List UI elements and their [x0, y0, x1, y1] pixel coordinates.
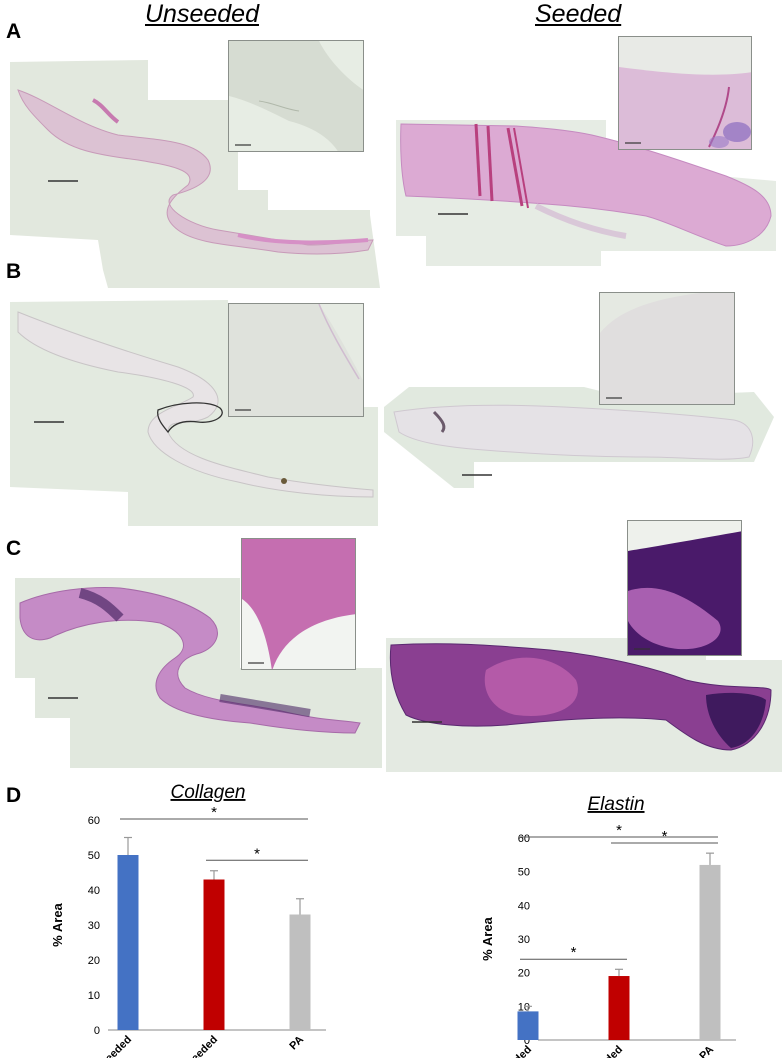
inset-b-unseeded: [228, 303, 364, 417]
micrograph-b-unseeded: [8, 292, 378, 528]
collagen-sig-star-1: *: [254, 845, 260, 862]
elastin-chart: Elastin % Area 0 10 20 30 40 50 60 unseeded seeded…: [480, 794, 736, 1058]
elastin-ytick-60: 60: [518, 833, 530, 845]
elastin-sig-star-0: *: [616, 822, 622, 839]
elastin-title: Elastin: [587, 794, 644, 815]
elastin-xtick-PA: PA: [697, 1044, 716, 1058]
collagen-ytick-0: 0: [94, 1025, 100, 1037]
elastin-ytick-50: 50: [518, 867, 530, 879]
collagen-ytick-60: 60: [88, 815, 100, 827]
collagen-bar-PA: [289, 914, 311, 1030]
collagen-xtick-seeded: seeded: [185, 1034, 220, 1058]
inset-a-unseeded: [228, 40, 364, 152]
header-unseeded: Unseeded: [145, 0, 259, 28]
panel-label-b: B: [6, 260, 22, 283]
collagen-chart: Collagen % Area 0 10 20 30 40 50 60 unseeded seede…: [50, 782, 326, 1058]
panel-label-d: D: [6, 784, 22, 807]
elastin-sig-star-2: *: [571, 944, 577, 961]
micrograph-c-unseeded: [10, 538, 382, 768]
collagen-ytick-30: 30: [88, 920, 100, 932]
micrograph-c-seeded: [386, 520, 782, 772]
elastin-bar-seeded: [608, 976, 630, 1040]
elastin-xtick-seeded: seeded: [590, 1044, 625, 1058]
elastin-ytick-20: 20: [518, 968, 530, 980]
elastin-ylabel: % Area: [480, 916, 495, 960]
elastin-sig-star-1: *: [662, 828, 668, 845]
collagen-ytick-50: 50: [88, 850, 100, 862]
collagen-title: Collagen: [171, 782, 246, 803]
panel-label-c: C: [6, 537, 22, 560]
collagen-xtick-PA: PA: [287, 1034, 306, 1053]
elastin-bar-unseeded: [517, 1011, 539, 1040]
micrograph-a-unseeded: [8, 40, 383, 290]
collagen-xtick-unseeded: unseeded: [89, 1034, 134, 1058]
elastin-ytick-40: 40: [518, 900, 530, 912]
collagen-ytick-10: 10: [88, 990, 100, 1002]
micrograph-a-seeded: [396, 36, 776, 266]
inset-c-seeded: [627, 520, 742, 656]
panel-label-a: A: [6, 20, 22, 43]
elastin-ytick-0: 0: [524, 1035, 530, 1047]
collagen-ylabel: % Area: [50, 902, 65, 946]
elastin-bar-PA: [699, 864, 721, 1040]
collagen-sig-star-0: *: [211, 804, 217, 821]
header-seeded: Seeded: [535, 0, 622, 28]
elastin-ytick-10: 10: [518, 1001, 530, 1013]
inset-c-unseeded: [241, 538, 356, 670]
collagen-ytick-20: 20: [88, 955, 100, 967]
inset-b-seeded: [599, 292, 735, 405]
elastin-xtick-unseeded: unseeded: [489, 1044, 534, 1058]
elastin-ytick-30: 30: [518, 934, 530, 946]
collagen-bar-seeded: [203, 879, 225, 1030]
collagen-bar-unseeded: [117, 855, 139, 1030]
inset-a-seeded: [618, 36, 752, 150]
collagen-ytick-40: 40: [88, 885, 100, 897]
micrograph-b-seeded: [384, 292, 780, 488]
